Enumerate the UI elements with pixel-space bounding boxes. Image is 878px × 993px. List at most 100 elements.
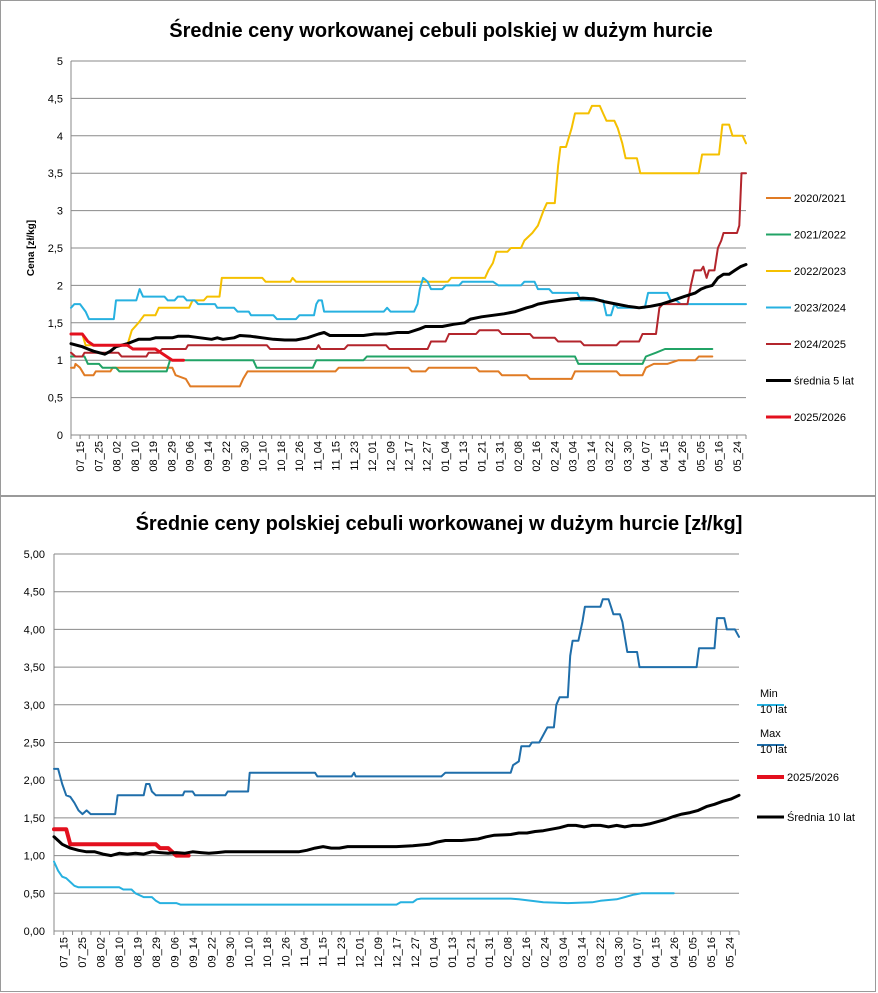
x-tick-label: 05_24 <box>732 441 744 472</box>
chart-2-svg: Średnie ceny polskiej cebuli workowanej … <box>24 511 855 968</box>
x-tick-label: 12_17 <box>392 937 404 968</box>
x-tick-label: 09_06 <box>185 441 197 472</box>
x-tick-label: 12_09 <box>385 441 397 472</box>
legend-label: średnia 5 lat <box>794 376 854 388</box>
x-tick-label: 04_26 <box>669 937 681 968</box>
y-axis-title: Cena [zł/kg] <box>26 220 37 276</box>
x-tick-label: 01_21 <box>466 937 478 968</box>
legend-label-line2: 10 lat <box>760 744 787 756</box>
x-tick-label: 08_10 <box>114 937 126 968</box>
x-tick-label: 08_02 <box>112 441 124 472</box>
x-tick-label: 08_19 <box>132 937 144 968</box>
x-tick-label: 05_05 <box>688 937 700 968</box>
series-line <box>70 104 747 347</box>
series-line <box>69 263 748 356</box>
x-tick-label: 02_08 <box>513 441 525 472</box>
chart-panel-1: Średnie ceny workowanej cebuli polskiej … <box>0 0 876 496</box>
x-tick-label: 09_06 <box>169 937 181 968</box>
x-tick-label: 12_09 <box>373 937 385 968</box>
y-tick-label: 2,50 <box>24 738 45 750</box>
x-tick-label: 02_08 <box>503 937 515 968</box>
x-tick-label: 10_26 <box>294 441 306 472</box>
y-tick-label: 2,00 <box>24 775 45 787</box>
x-tick-label: 03_04 <box>558 937 570 968</box>
x-tick-label: 04_26 <box>677 441 689 472</box>
x-tick-label: 11_04 <box>312 441 324 471</box>
x-tick-label: 01_04 <box>440 441 452 472</box>
x-tick-label: 09_30 <box>225 937 237 968</box>
x-tick-label: 09_14 <box>188 937 200 968</box>
x-tick-label: 10_10 <box>243 937 255 968</box>
x-tick-label: 01_13 <box>447 937 459 968</box>
y-tick-label: 1,5 <box>48 318 63 330</box>
x-tick-label: 12_01 <box>367 441 379 472</box>
legend-label: 2024/2025 <box>794 339 846 351</box>
x-tick-label: 07_25 <box>77 937 89 968</box>
x-tick-label: 07_15 <box>58 937 70 968</box>
y-tick-label: 3,50 <box>24 662 45 674</box>
legend-label: 2025/2026 <box>794 412 846 424</box>
legend-label: Max <box>760 728 781 740</box>
x-tick-label: 10_26 <box>280 937 292 968</box>
y-tick-label: 1 <box>57 355 63 367</box>
x-tick-label: 03_30 <box>622 441 634 472</box>
x-tick-label: 11_23 <box>336 937 348 967</box>
legend-label: 2021/2022 <box>794 230 846 242</box>
x-tick-label: 09_30 <box>239 441 251 472</box>
x-tick-label: 11_15 <box>317 937 329 967</box>
y-tick-label: 5 <box>57 56 63 68</box>
legend-label: 2025/2026 <box>787 772 839 784</box>
chart-1-svg: Średnie ceny workowanej cebuli polskiej … <box>26 18 854 472</box>
chart-title: Średnie ceny workowanej cebuli polskiej … <box>169 18 713 42</box>
legend-label: Średnia 10 lat <box>787 811 855 824</box>
x-tick-label: 11_15 <box>331 441 343 471</box>
y-tick-label: 0 <box>57 430 63 442</box>
x-tick-label: 10_18 <box>276 441 288 472</box>
y-tick-label: 0,00 <box>24 926 45 938</box>
x-tick-label: 01_31 <box>495 441 507 472</box>
legend-label-line2: 10 lat <box>760 704 787 716</box>
x-tick-label: 11_23 <box>349 441 361 471</box>
x-tick-label: 09_22 <box>206 937 218 968</box>
x-tick-label: 03_22 <box>595 937 607 968</box>
y-tick-label: 4,5 <box>48 93 63 105</box>
series-line <box>69 332 185 362</box>
chart-panel-2: Średnie ceny polskiej cebuli workowanej … <box>0 496 876 992</box>
y-tick-label: 1,00 <box>24 851 45 863</box>
x-tick-label: 01_13 <box>458 441 470 472</box>
x-tick-label: 01_31 <box>484 937 496 968</box>
legend-label: 2022/2023 <box>794 266 846 278</box>
y-tick-label: 4,00 <box>24 624 45 636</box>
legend-label: 2023/2024 <box>794 303 846 315</box>
y-tick-label: 3 <box>57 206 63 218</box>
series-line <box>70 172 747 358</box>
x-tick-label: 08_19 <box>148 441 160 472</box>
y-tick-label: 4 <box>57 131 63 143</box>
legend-label: 2020/2021 <box>794 193 846 205</box>
x-tick-label: 09_22 <box>221 441 233 472</box>
x-tick-label: 02_24 <box>540 937 552 968</box>
x-tick-label: 05_24 <box>725 937 737 968</box>
y-tick-label: 2 <box>57 280 63 292</box>
x-tick-label: 08_29 <box>166 441 178 472</box>
x-tick-label: 04_15 <box>659 441 671 472</box>
series-line <box>52 793 741 858</box>
x-tick-label: 05_16 <box>714 441 726 472</box>
series-line <box>70 348 714 373</box>
x-tick-label: 05_05 <box>695 441 707 472</box>
x-tick-label: 04_15 <box>651 937 663 968</box>
x-tick-label: 12_27 <box>410 937 422 968</box>
x-tick-label: 08_29 <box>151 937 163 968</box>
y-tick-label: 3,00 <box>24 700 45 712</box>
x-tick-label: 04_07 <box>632 937 644 968</box>
chart-title: Średnie ceny polskiej cebuli workowanej … <box>136 511 743 535</box>
x-tick-label: 09_14 <box>203 441 215 472</box>
y-tick-label: 4,50 <box>24 587 45 599</box>
x-tick-label: 02_16 <box>521 937 533 968</box>
x-tick-label: 10_10 <box>258 441 270 472</box>
x-tick-label: 03_04 <box>568 441 580 472</box>
x-tick-label: 02_24 <box>549 441 561 472</box>
x-tick-label: 01_04 <box>429 937 441 968</box>
x-tick-label: 03_22 <box>604 441 616 472</box>
series-line <box>70 276 747 321</box>
